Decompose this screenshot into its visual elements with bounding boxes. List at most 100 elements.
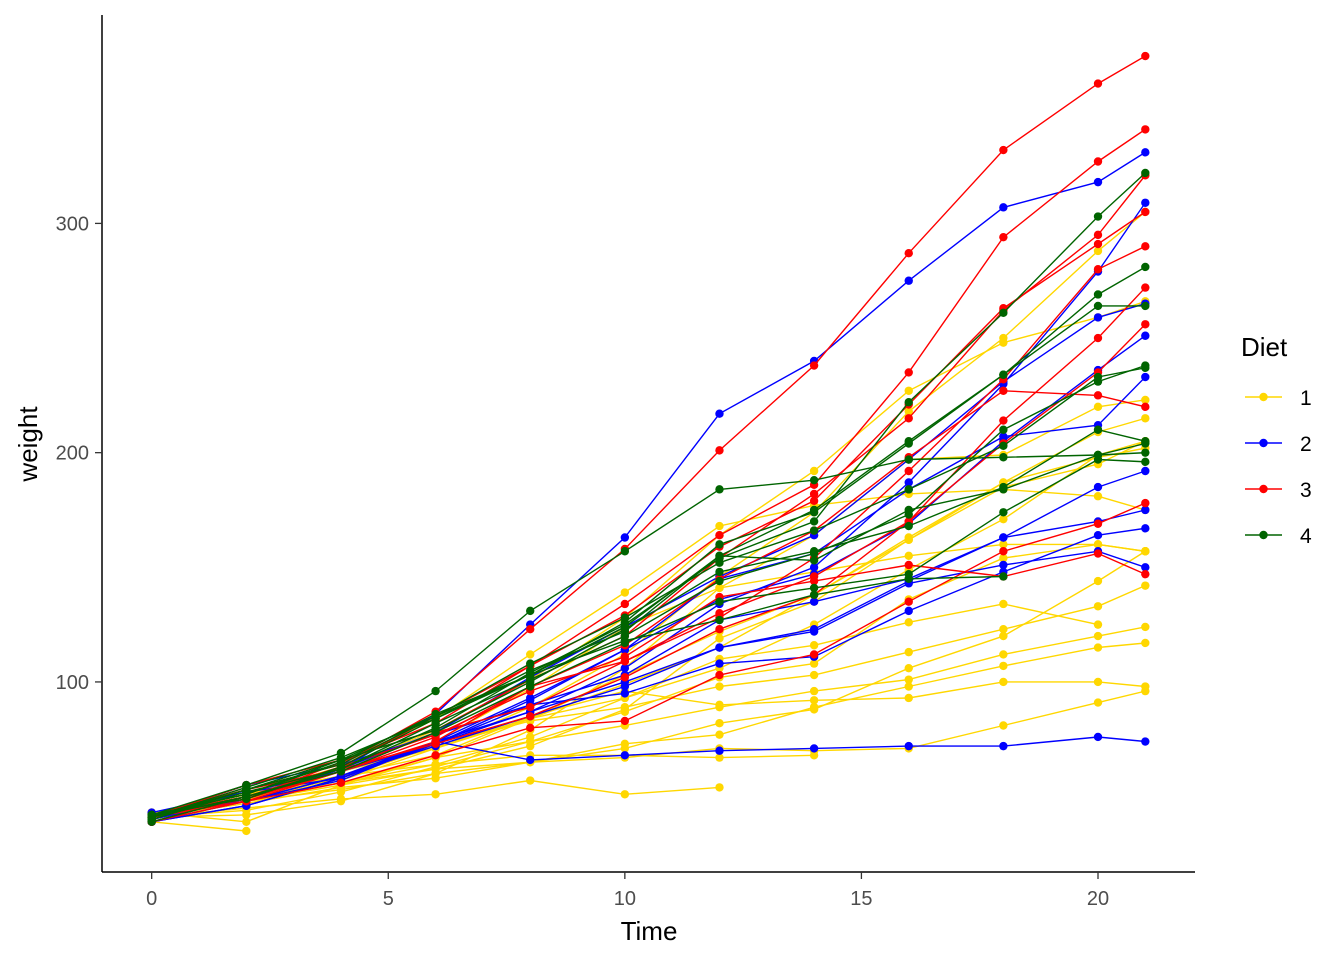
series-line bbox=[151, 287, 1146, 816]
series-line bbox=[151, 550, 1146, 814]
data-point bbox=[1093, 230, 1103, 240]
data-point bbox=[526, 702, 535, 712]
data-point bbox=[526, 755, 535, 765]
data-point bbox=[1141, 437, 1150, 446]
data-point bbox=[1141, 737, 1150, 746]
data-point bbox=[999, 232, 1008, 242]
data-point bbox=[999, 308, 1008, 318]
data-point bbox=[904, 478, 913, 487]
data-point bbox=[999, 599, 1008, 609]
data-point bbox=[809, 751, 819, 760]
data-point bbox=[904, 466, 913, 476]
series-chick-2 bbox=[147, 414, 1150, 824]
data-point bbox=[1093, 301, 1103, 311]
data-point bbox=[904, 521, 913, 531]
data-point bbox=[715, 576, 724, 586]
data-point bbox=[620, 533, 630, 542]
data-point bbox=[1093, 313, 1103, 322]
data-point bbox=[904, 569, 913, 579]
series-line bbox=[151, 128, 1146, 818]
data-point bbox=[526, 723, 535, 732]
data-point bbox=[620, 627, 630, 636]
data-point bbox=[715, 753, 724, 762]
data-point bbox=[904, 693, 913, 703]
data-point bbox=[715, 583, 724, 593]
data-point bbox=[526, 625, 535, 634]
data-point bbox=[431, 737, 440, 746]
data-point bbox=[809, 744, 819, 753]
data-point bbox=[809, 489, 819, 499]
data-point bbox=[904, 407, 913, 416]
data-point bbox=[999, 338, 1008, 347]
legend-label: 4 bbox=[1300, 525, 1312, 548]
data-point bbox=[904, 551, 913, 561]
x-tick-label: 10 bbox=[614, 888, 636, 910]
data-point bbox=[999, 741, 1008, 751]
data-point bbox=[620, 588, 630, 597]
data-point bbox=[999, 572, 1008, 581]
data-point bbox=[904, 597, 913, 606]
data-point bbox=[1141, 125, 1150, 134]
data-point bbox=[715, 446, 724, 455]
data-point bbox=[999, 661, 1008, 671]
data-point bbox=[1093, 549, 1103, 558]
data-point bbox=[999, 650, 1008, 659]
series-line bbox=[151, 452, 1146, 816]
data-point bbox=[1141, 262, 1150, 272]
series-chick-9 bbox=[147, 677, 1150, 820]
series-chick-23 bbox=[147, 505, 1150, 817]
data-point bbox=[1141, 457, 1150, 467]
data-point bbox=[620, 663, 630, 673]
data-point bbox=[1141, 331, 1150, 340]
data-point bbox=[904, 682, 913, 691]
data-point bbox=[999, 508, 1008, 517]
data-point bbox=[999, 560, 1008, 570]
legend-item-diet-3: 3 bbox=[1245, 479, 1312, 502]
data-point bbox=[904, 647, 913, 657]
data-point bbox=[999, 453, 1008, 462]
data-point bbox=[620, 716, 630, 726]
data-point bbox=[904, 560, 913, 570]
data-point bbox=[1093, 482, 1103, 492]
data-point bbox=[620, 790, 630, 799]
data-point bbox=[715, 597, 724, 606]
legend-label: 1 bbox=[1300, 387, 1312, 410]
data-point bbox=[809, 505, 819, 515]
data-point bbox=[526, 712, 535, 721]
data-point bbox=[431, 790, 440, 799]
data-point bbox=[999, 145, 1008, 155]
series-chick-20 bbox=[147, 638, 1150, 822]
series-line bbox=[151, 428, 1146, 818]
data-point bbox=[242, 783, 251, 792]
series-chick-38 bbox=[147, 242, 1150, 822]
data-point bbox=[431, 751, 440, 760]
data-point bbox=[336, 794, 346, 804]
data-point bbox=[999, 540, 1008, 549]
data-point bbox=[809, 583, 819, 593]
data-point bbox=[715, 608, 724, 618]
data-point bbox=[1093, 643, 1103, 652]
data-point bbox=[809, 686, 819, 696]
data-point bbox=[620, 547, 630, 556]
data-point bbox=[1093, 698, 1103, 707]
data-point bbox=[715, 615, 724, 625]
data-point bbox=[526, 666, 535, 675]
data-point bbox=[526, 606, 535, 616]
data-point bbox=[1093, 372, 1103, 382]
data-point bbox=[809, 517, 819, 526]
data-point bbox=[1093, 620, 1103, 629]
data-point bbox=[809, 526, 819, 535]
data-point bbox=[809, 659, 819, 668]
data-point bbox=[999, 416, 1008, 425]
data-point bbox=[1093, 391, 1103, 400]
data-point bbox=[999, 370, 1008, 379]
data-point bbox=[809, 597, 819, 606]
data-point bbox=[620, 599, 630, 609]
data-point bbox=[1093, 265, 1103, 274]
data-point bbox=[999, 203, 1008, 212]
data-point bbox=[1141, 207, 1150, 217]
data-point bbox=[1141, 372, 1150, 382]
data-point bbox=[1141, 448, 1150, 457]
data-point bbox=[715, 643, 724, 652]
